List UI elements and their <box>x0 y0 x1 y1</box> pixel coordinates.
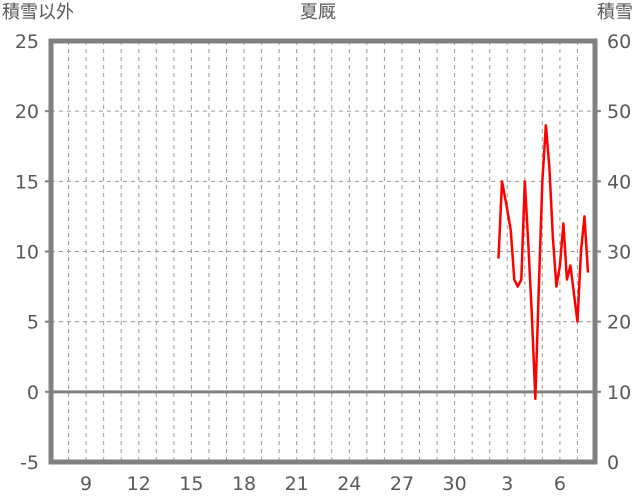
y-axis-right-labels: 60 50 40 30 20 10 0 <box>607 31 631 474</box>
x-axis-label: 6 <box>554 473 566 495</box>
x-axis-label: 12 <box>127 473 151 495</box>
x-axis-label: 9 <box>80 473 92 495</box>
x-axis-labels: 9 12 15 18 21 24 27 30 3 6 <box>80 473 566 495</box>
y-axis-right-label: 0 <box>607 452 619 474</box>
page-title: 夏厩 <box>300 2 336 23</box>
y-axis-right-label: 20 <box>607 312 631 334</box>
series-line-0 <box>497 123 590 401</box>
y-axis-left-label: -5 <box>20 452 39 474</box>
left-axis-title: 積雪以外 <box>2 2 74 23</box>
y-axis-right-label: 60 <box>607 31 631 53</box>
x-axis-label: 27 <box>390 473 414 495</box>
y-axis-left-labels: 25 20 15 10 5 0 -5 <box>15 31 39 474</box>
y-axis-left-label: 0 <box>27 382 39 404</box>
y-axis-left-label: 15 <box>15 171 39 193</box>
x-axis-label: 24 <box>337 473 361 495</box>
y-axis-right-label: 30 <box>607 242 631 264</box>
y-axis-left-label: 20 <box>15 101 39 123</box>
data-series-group <box>497 123 595 464</box>
y-axis-right-label: 10 <box>607 382 631 404</box>
x-axis-label: 15 <box>179 473 203 495</box>
y-axis-left-label: 10 <box>15 242 39 264</box>
right-axis-title: 積雪 <box>597 2 633 23</box>
axis-ticks-group <box>45 110 601 393</box>
x-axis-label: 3 <box>501 473 513 495</box>
y-axis-right-label: 50 <box>607 101 631 123</box>
y-axis-left-label: 5 <box>27 312 39 334</box>
x-axis-label: 21 <box>285 473 309 495</box>
x-axis-label: 30 <box>443 473 467 495</box>
y-axis-left-label: 25 <box>15 31 39 53</box>
x-axis-label: 18 <box>232 473 256 495</box>
y-axis-right-label: 40 <box>607 171 631 193</box>
